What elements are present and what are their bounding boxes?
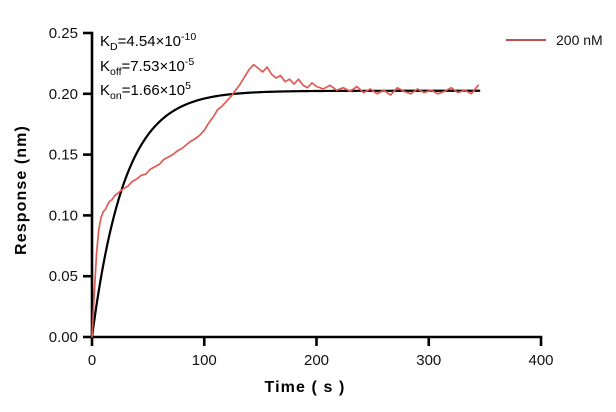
annotation-kd: KD=4.54×10-10: [100, 31, 196, 53]
chart-legend: 200 nM: [506, 32, 603, 48]
x-tick-label: 200: [304, 352, 329, 369]
y-tick-label: 0.10: [49, 207, 78, 224]
y-axis-ticks: [83, 31, 92, 339]
y-tick-label: 0.25: [49, 25, 78, 42]
y-tick-label: 0.20: [49, 86, 78, 103]
y-tick-label: 0.15: [49, 147, 78, 164]
y-axis-tick-labels: 0.00 0.05 0.10 0.15 0.20 0.25: [49, 25, 78, 346]
x-tick-label: 300: [416, 352, 441, 369]
series-group: [90, 63, 481, 339]
y-axis-title: Response (nm): [13, 125, 30, 255]
x-tick-label: 0: [88, 352, 96, 369]
x-axis-title: Time ( s ): [265, 379, 346, 396]
axes-group: 0.00 0.05 0.10 0.15 0.20 0.25 0 100 200 300 400: [49, 25, 554, 369]
x-tick-label: 100: [192, 352, 217, 369]
x-axis-tick-labels: 0 100 200 300 400: [88, 352, 554, 369]
annotation-koff: Koff=7.53×10-5: [100, 56, 194, 78]
annotation-kon: Kon=1.66×105: [100, 80, 191, 102]
x-axis-ticks: [90, 337, 543, 346]
kinetics-annotation: KD=4.54×10-10 Koff=7.53×10-5 Kon=1.66×10…: [100, 31, 196, 102]
y-tick-label: 0.00: [49, 329, 78, 346]
y-tick-label: 0.05: [49, 268, 78, 285]
x-tick-label: 400: [528, 352, 553, 369]
measured-data-curve: [91, 63, 479, 338]
legend-entry-label: 200 nM: [556, 32, 603, 48]
